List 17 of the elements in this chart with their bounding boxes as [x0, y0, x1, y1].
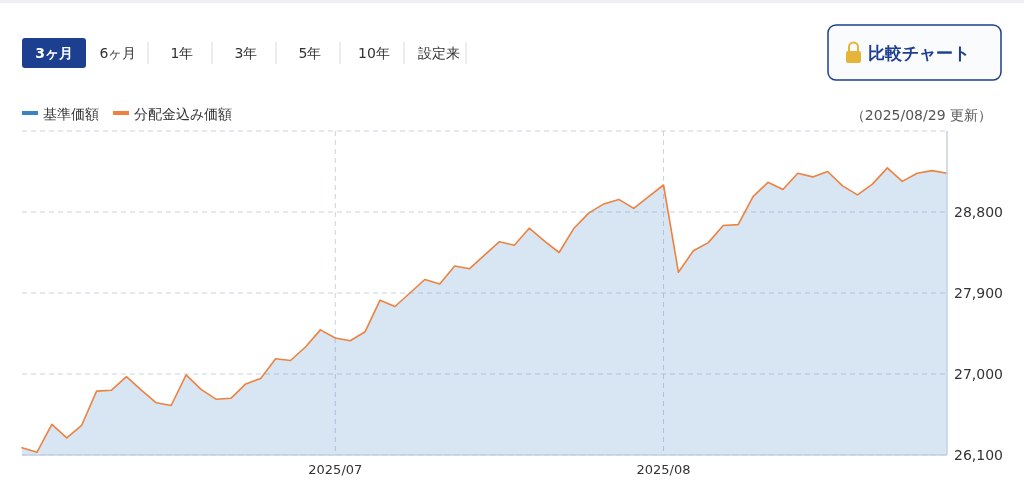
y-tick-label: 26,100	[954, 447, 1003, 463]
y-tick-label: 27,000	[954, 366, 1003, 382]
text: 3年	[234, 45, 258, 61]
x-tick-label: 2025/07	[308, 462, 363, 477]
text: 設定来	[418, 45, 460, 61]
y-tick-label: 28,800	[954, 204, 1003, 220]
text: 6ヶ月	[99, 45, 137, 61]
text: 3ヶ月	[35, 45, 73, 61]
text: 5年	[298, 45, 322, 61]
legend-label: 分配金込み価額	[134, 106, 232, 122]
text: 1年	[170, 45, 194, 61]
legend-label: 基準価額	[43, 106, 99, 122]
text: 比較チャート	[868, 43, 970, 63]
x-tick-label: 2025/08	[636, 462, 691, 477]
text: （2025/08/29 更新）	[850, 107, 992, 123]
text: 10年	[358, 45, 390, 61]
y-tick-label: 27,900	[954, 285, 1003, 301]
